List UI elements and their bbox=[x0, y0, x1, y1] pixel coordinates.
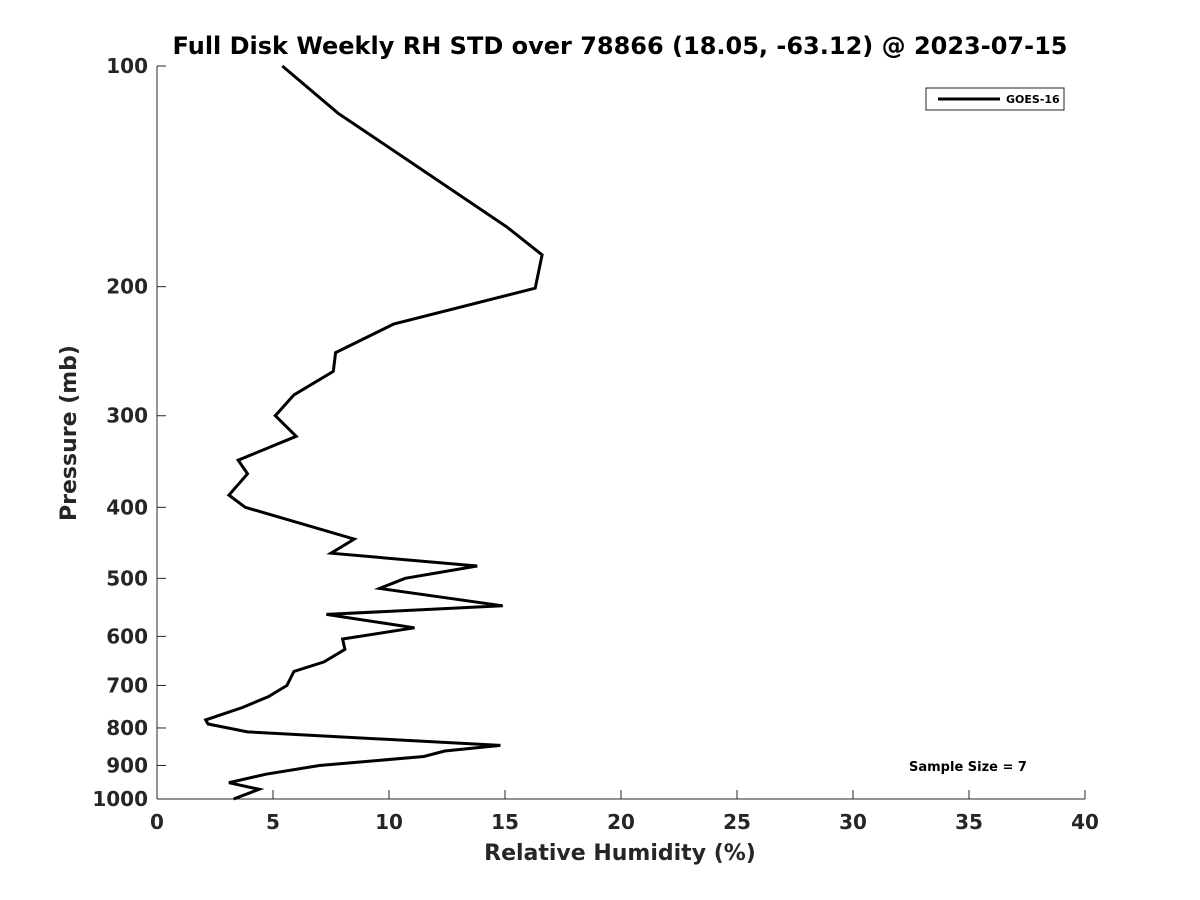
sample-size-annotation: Sample Size = 7 bbox=[909, 760, 1027, 775]
x-tick-label: 5 bbox=[266, 810, 280, 834]
y-tick-label: 900 bbox=[106, 753, 148, 777]
y-tick-label: 300 bbox=[106, 404, 148, 428]
x-tick-label: 20 bbox=[607, 810, 635, 834]
y-tick-label: 700 bbox=[106, 673, 148, 697]
x-tick-label: 40 bbox=[1071, 810, 1099, 834]
y-tick-label: 200 bbox=[106, 275, 148, 299]
y-tick-label: 800 bbox=[106, 716, 148, 740]
x-tick-label: 15 bbox=[491, 810, 519, 834]
x-tick-label: 30 bbox=[839, 810, 867, 834]
y-tick-label: 1000 bbox=[92, 787, 148, 811]
x-tick-label: 0 bbox=[150, 810, 164, 834]
legend: GOES-16 bbox=[925, 87, 1065, 111]
plot-lines bbox=[203, 64, 544, 801]
x-tick-label: 35 bbox=[955, 810, 983, 834]
x-tick-label: 25 bbox=[723, 810, 751, 834]
legend-label: GOES-16 bbox=[1006, 93, 1060, 106]
y-axis-label: Pressure (mb) bbox=[57, 345, 82, 521]
x-axis-label: Relative Humidity (%) bbox=[484, 841, 756, 866]
chart-title: Full Disk Weekly RH STD over 78866 (18.0… bbox=[173, 32, 1068, 60]
y-tick-label: 600 bbox=[106, 624, 148, 648]
y-tick-label: 400 bbox=[106, 495, 148, 519]
y-tick-label: 500 bbox=[106, 566, 148, 590]
x-tick-label: 10 bbox=[375, 810, 403, 834]
series-line-goes-16 bbox=[203, 64, 544, 801]
y-tick-label: 100 bbox=[106, 54, 148, 78]
axes: 0 5 10 15 20 25 30 35 40 100 200 300 400 500 600 700 800… bbox=[92, 54, 1099, 834]
